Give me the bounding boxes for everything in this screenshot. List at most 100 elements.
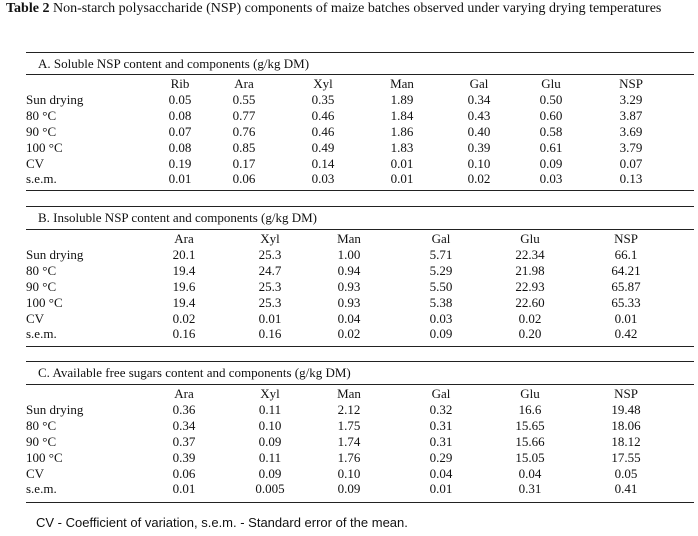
table-cell: 0.43 — [467, 107, 491, 123]
table-cell: 0.01 — [258, 310, 282, 326]
table-row: 80 °C 0.34 0.10 1.75 0.31 15.65 18.06 — [26, 418, 694, 434]
table-cell: 0.01 — [429, 481, 453, 497]
header-row: Ara Xyl Man Gal Glu NSP — [26, 386, 694, 402]
column-header: NSP — [614, 386, 638, 401]
table-cell: 0.08 — [168, 139, 192, 155]
table-cell: 0.46 — [311, 107, 335, 123]
table-cell: 0.01 — [614, 310, 638, 326]
table-cell: 0.50 — [539, 91, 563, 107]
table-cell: 24.7 — [258, 262, 282, 278]
table-row: 100 °C 0.08 0.85 0.49 1.83 0.39 0.61 3.79 — [26, 140, 694, 156]
table-cell: 2.12 — [337, 401, 361, 417]
table-row: 100 °C 19.4 25.3 0.93 5.38 22.60 65.33 — [26, 295, 694, 311]
table-footnote: CV - Coefficient of variation, s.e.m. - … — [36, 515, 408, 530]
table-cell: 64.21 — [611, 262, 641, 278]
table-cell: 0.16 — [172, 326, 196, 342]
table-row: s.e.m. 0.01 0.005 0.09 0.01 0.31 0.41 — [26, 481, 694, 497]
table-cell: 0.09 — [337, 481, 361, 497]
table-cell: 22.34 — [515, 246, 545, 262]
column-header: Gal — [431, 386, 451, 401]
column-header: Ara — [174, 386, 194, 401]
table-cell: 0.93 — [337, 278, 361, 294]
table-cell: 0.39 — [467, 139, 491, 155]
table-cell: 0.10 — [467, 155, 491, 171]
table-row: Sun drying 0.36 0.11 2.12 0.32 16.6 19.48 — [26, 402, 694, 418]
table-cell: 0.03 — [539, 171, 563, 187]
row-label: 90 °C — [26, 123, 57, 139]
table-cell: 0.09 — [539, 155, 563, 171]
table-cell: 25.3 — [258, 278, 282, 294]
table-cell: 0.09 — [429, 326, 453, 342]
table-row: 100 °C 0.39 0.11 1.76 0.29 15.05 17.55 — [26, 450, 694, 466]
row-label: 100 °C — [26, 139, 63, 155]
column-header: Man — [337, 231, 361, 246]
table-cell: 0.39 — [172, 449, 196, 465]
rule-a-mid — [26, 74, 694, 75]
table-cell: 0.07 — [168, 123, 192, 139]
table-row: Sun drying 20.1 25.3 1.00 5.71 22.34 66.1 — [26, 247, 694, 263]
table-cell: 1.00 — [337, 246, 361, 262]
rule-b-top — [26, 206, 694, 207]
table-cell: 0.06 — [172, 465, 196, 481]
table-cell: 0.01 — [168, 171, 192, 187]
table-row: 80 °C 19.4 24.7 0.94 5.29 21.98 64.21 — [26, 263, 694, 279]
table-cell: 0.34 — [467, 91, 491, 107]
table-cell: 0.41 — [614, 481, 638, 497]
table-cell: 1.76 — [337, 449, 361, 465]
rule-b-bottom — [26, 346, 694, 347]
row-label: CV — [26, 310, 45, 326]
table-cell: 0.42 — [614, 326, 638, 342]
table-cell: 3.69 — [619, 123, 643, 139]
table-row: Sun drying 0.05 0.55 0.35 1.89 0.34 0.50 3.29 — [26, 92, 694, 108]
table-cell: 0.04 — [429, 465, 453, 481]
table-cell: 0.35 — [311, 91, 335, 107]
table-cell: 22.93 — [515, 278, 545, 294]
table-cell: 0.77 — [232, 107, 256, 123]
table-cell: 0.02 — [467, 171, 491, 187]
table-cell: 1.74 — [337, 433, 361, 449]
table-cell: 15.66 — [515, 433, 545, 449]
table-cell: 5.71 — [429, 246, 453, 262]
table-row: 90 °C 0.37 0.09 1.74 0.31 15.66 18.12 — [26, 434, 694, 450]
table-cell: 21.98 — [515, 262, 545, 278]
table-cell: 0.31 — [518, 481, 542, 497]
table-cell: 0.32 — [429, 401, 453, 417]
table-cell: 0.03 — [311, 171, 335, 187]
table-cell: 0.29 — [429, 449, 453, 465]
table-cell: 0.02 — [337, 326, 361, 342]
row-label: 80 °C — [26, 107, 57, 123]
rule-a-top — [26, 52, 694, 53]
table-cell: 0.01 — [390, 155, 414, 171]
section-a-title: A. Soluble NSP content and components (g… — [38, 56, 310, 71]
row-label: 90 °C — [26, 433, 57, 449]
table-cell: 0.76 — [232, 123, 256, 139]
row-label: Sun drying — [26, 246, 84, 262]
table-cell: 0.46 — [311, 123, 335, 139]
table-cell: 3.29 — [619, 91, 643, 107]
table-label: Table 2 — [6, 1, 50, 16]
table-cell: 0.05 — [614, 465, 638, 481]
header-row: Rib Ara Xyl Man Gal Glu NSP — [26, 76, 694, 92]
column-header: NSP — [614, 231, 638, 246]
table-cell: 0.49 — [311, 139, 335, 155]
rule-c-mid — [26, 384, 694, 385]
column-header: Glu — [520, 231, 540, 246]
table-cell: 0.03 — [429, 310, 453, 326]
table-cell: 0.16 — [258, 326, 282, 342]
row-label: Sun drying — [26, 91, 84, 107]
column-header: Gal — [431, 231, 451, 246]
table-row: CV 0.02 0.01 0.04 0.03 0.02 0.01 — [26, 311, 694, 327]
table-row: CV 0.19 0.17 0.14 0.01 0.10 0.09 0.07 — [26, 156, 694, 172]
row-label: CV — [26, 155, 45, 171]
table-cell: 0.01 — [172, 481, 196, 497]
table-row: s.e.m. 0.16 0.16 0.02 0.09 0.20 0.42 — [26, 326, 694, 342]
table-cell: 0.02 — [518, 310, 542, 326]
table-cell: 16.6 — [518, 401, 542, 417]
header-row: Ara Xyl Man Gal Glu NSP — [26, 231, 694, 247]
table-cell: 5.38 — [429, 294, 453, 310]
table-cell: 22.60 — [515, 294, 545, 310]
row-label: s.e.m. — [26, 326, 57, 342]
table-cell: 0.37 — [172, 433, 196, 449]
table-cell: 5.50 — [429, 278, 453, 294]
table-cell: 18.06 — [611, 417, 641, 433]
